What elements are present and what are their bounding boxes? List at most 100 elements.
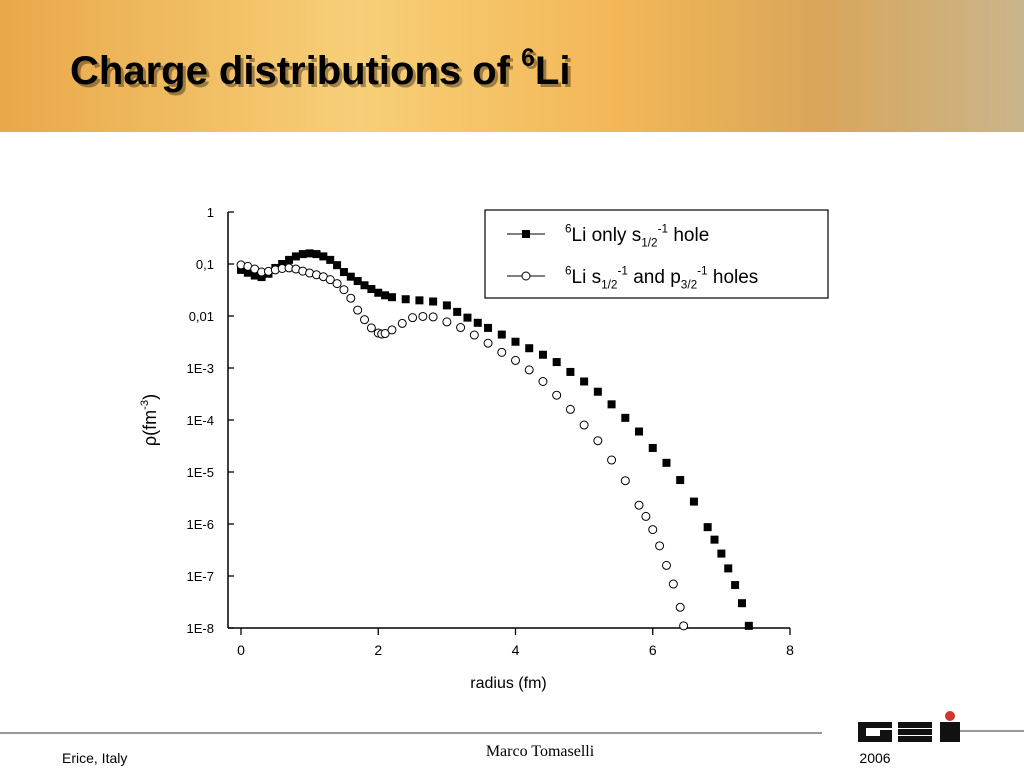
point [453, 307, 462, 316]
point [408, 313, 418, 323]
point [593, 387, 602, 396]
title-shadow-run: 6 [524, 48, 538, 75]
point [552, 390, 562, 400]
point [387, 325, 397, 335]
point [607, 400, 616, 409]
legend-label-run: -1 [617, 264, 627, 277]
y-tick-label: 1E-5 [187, 465, 214, 480]
point [497, 347, 507, 357]
legend-box [484, 209, 829, 299]
point [717, 549, 726, 558]
y-tick-label: 1E-4 [187, 413, 214, 428]
point [620, 476, 630, 486]
point [634, 500, 644, 510]
y-tick-label: 0,01 [189, 309, 214, 324]
x-tick-label: 2 [374, 642, 382, 658]
legend-label-run: 1/2 [641, 237, 657, 250]
legend-marker [522, 230, 530, 238]
point [552, 358, 561, 367]
legend-label-run: Li only s [572, 225, 642, 246]
point [655, 541, 665, 551]
legend-label-run: 6 [565, 222, 572, 235]
point [285, 255, 294, 264]
title-text-run: Li [535, 49, 571, 93]
point [442, 301, 451, 310]
footer-center: Marco Tomaselli [486, 743, 595, 760]
logo [858, 711, 1024, 742]
point [662, 458, 671, 467]
point [524, 365, 534, 375]
x-axis-label: radius (fm) [470, 675, 546, 692]
point [428, 312, 438, 322]
point [648, 525, 658, 535]
x-tick-label: 6 [649, 642, 657, 658]
series [237, 249, 753, 630]
series [236, 260, 689, 631]
x-tick-label: 8 [786, 642, 794, 658]
title-shadow-run: Li [538, 52, 574, 96]
point [339, 268, 348, 277]
point [724, 564, 733, 573]
point [676, 476, 685, 485]
point [473, 318, 482, 327]
point [312, 250, 321, 259]
point [511, 337, 520, 346]
point [326, 255, 335, 264]
point [319, 252, 328, 261]
point [298, 250, 307, 259]
point [360, 281, 369, 290]
point [566, 367, 575, 376]
point [366, 323, 376, 333]
point [621, 413, 630, 422]
legend-label-run: holes [708, 267, 759, 288]
y-tick-label: 1E-7 [187, 569, 214, 584]
point [353, 305, 363, 315]
point [380, 329, 390, 339]
x-tick-label: 0 [237, 642, 245, 658]
y-tick-label: 1E-8 [187, 621, 214, 636]
point [737, 599, 746, 608]
point [679, 621, 689, 631]
point [661, 560, 671, 570]
point [381, 291, 390, 300]
point [243, 268, 252, 277]
point [511, 355, 520, 365]
point [675, 602, 685, 612]
point [339, 285, 349, 295]
legend-label-run: 1/2 [601, 279, 617, 292]
legend-label: 6Li only s1/2-1 hole [565, 222, 709, 249]
y-axis-label-run: -3 [139, 400, 151, 410]
point [442, 317, 452, 327]
point [257, 273, 266, 282]
point [429, 297, 438, 306]
point [346, 272, 355, 281]
point [418, 311, 428, 321]
y-axis-label-run: ) [140, 394, 160, 400]
point [580, 377, 589, 386]
legend-marker [521, 271, 531, 281]
point [635, 427, 644, 436]
point [538, 377, 548, 387]
point [250, 271, 259, 280]
point [291, 252, 300, 261]
point [397, 318, 407, 328]
point [415, 296, 424, 305]
point [332, 279, 342, 289]
point [469, 330, 479, 340]
title-shadow-run: Charge distributions of [73, 52, 524, 96]
y-tick-label: 1E-3 [187, 361, 214, 376]
point [367, 285, 376, 294]
title-text: Charge distributions of 6Li [70, 45, 570, 93]
point [744, 621, 753, 630]
legend-label-run: -1 [658, 222, 668, 235]
point [525, 344, 534, 353]
y-tick-label: 1E-6 [187, 517, 214, 532]
point [593, 436, 603, 446]
header-banner [0, 0, 1024, 132]
point [456, 323, 466, 333]
point [401, 295, 410, 304]
point [710, 535, 719, 544]
point [484, 323, 493, 332]
